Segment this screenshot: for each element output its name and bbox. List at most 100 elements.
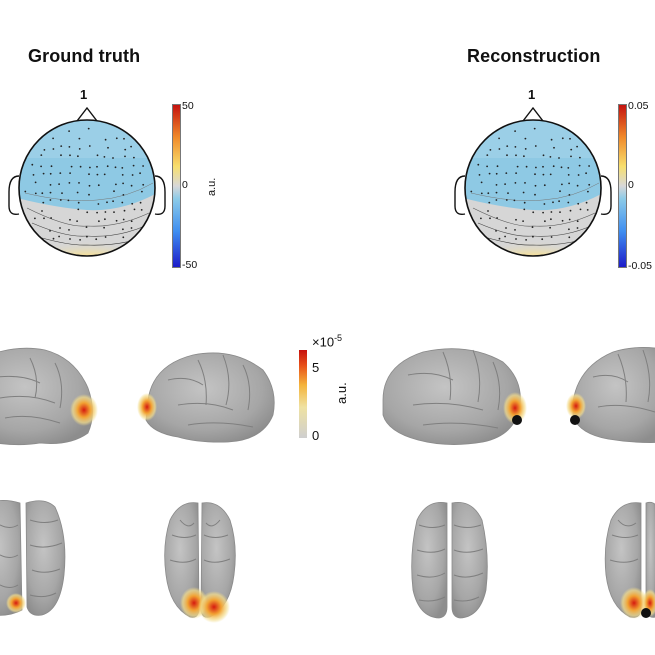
eeg-sensor-dot [140, 209, 143, 211]
eeg-sensor-dot [515, 154, 517, 157]
eeg-sensor-dot [130, 220, 133, 223]
eeg-sensor-dot [585, 201, 588, 204]
eeg-sensor-dot [579, 156, 581, 159]
eeg-sensor-dot [49, 191, 52, 194]
eeg-sensor-dot [570, 155, 572, 158]
eeg-sensor-dot [552, 165, 555, 168]
eeg-sensor-dot [78, 182, 80, 184]
eeg-sensor-dot [505, 199, 508, 201]
eeg-sensor-dot [505, 227, 507, 229]
eeg-sensor-dot [470, 190, 473, 193]
eeg-sensor-dot [77, 201, 80, 204]
eeg-sensor-dot [504, 183, 506, 185]
eeg-sensor-dot [130, 184, 133, 187]
eeg-sensor-dot [113, 211, 115, 213]
eeg-sensor-dot [52, 137, 54, 140]
eeg-sensor-dot [52, 148, 55, 150]
eeg-sensor-dot [76, 191, 79, 194]
eeg-sensor-dot [523, 201, 526, 204]
eeg-sensor-dot [542, 173, 545, 176]
eeg-sensor-dot [477, 163, 480, 166]
eeg-sensor-dot [104, 218, 106, 221]
eeg-sensor-dot [104, 211, 107, 213]
eeg-sensor-dot [524, 137, 527, 140]
eeg-sensor-dot [96, 154, 99, 157]
eeg-sensor-dot [34, 181, 37, 184]
eeg-sensor-dot [68, 182, 71, 184]
eeg-sensor-dot [79, 239, 81, 241]
eeg-sensor-dot [96, 173, 99, 176]
scalp-topomap-ground-truth [8, 106, 166, 257]
eeg-sensor-dot [495, 191, 498, 194]
eeg-sensor-dot [558, 200, 560, 203]
eeg-sensor-dot [123, 137, 125, 140]
eeg-sensor-dot [543, 184, 546, 187]
colorbar-mid-ground-truth: 0 [182, 179, 188, 191]
eeg-sensor-dot [495, 230, 497, 232]
eeg-sensor-dot [532, 211, 535, 214]
eeg-sensor-dot [34, 192, 37, 195]
colorbar-unit-ground-truth: a.u. [206, 177, 218, 196]
eeg-sensor-dot [59, 172, 62, 174]
cortex-lateral-left-reconstruction [382, 348, 527, 445]
scalp-topomap-reconstruction [454, 106, 612, 257]
eeg-sensor-dot [513, 199, 516, 202]
eeg-sensor-dot [514, 229, 516, 231]
eeg-sensor-dot [77, 155, 79, 158]
eeg-sensor-dot [579, 208, 582, 211]
eeg-sensor-dot [59, 199, 62, 201]
eeg-sensor-dot [550, 138, 553, 141]
eeg-sensor-dot [87, 127, 90, 130]
eeg-sensor-dot [558, 157, 560, 159]
eeg-sensor-dot [60, 145, 63, 147]
eeg-sensor-dot [49, 230, 51, 232]
eeg-sensor-dot [50, 217, 52, 219]
source-marker [641, 608, 651, 618]
eeg-sensor-dot [489, 149, 492, 151]
eeg-sensor-dot [122, 236, 125, 239]
eeg-sensor-dot [531, 226, 534, 228]
eeg-sensor-dot [514, 182, 517, 184]
eeg-sensor-dot [59, 227, 61, 229]
eeg-sensor-dot [561, 183, 563, 186]
eeg-sensor-dot [121, 174, 124, 176]
eeg-sensor-dot [88, 184, 91, 187]
eeg-sensor-dot [577, 202, 580, 205]
eeg-sensor-dot [496, 217, 498, 219]
eeg-sensor-dot [69, 218, 71, 221]
eeg-sensor-dot [549, 173, 552, 176]
eeg-sensor-dot [525, 239, 527, 241]
eeg-sensor-dot [131, 202, 134, 205]
eeg-sensor-dot [88, 145, 91, 147]
eeg-sensor-dot [68, 146, 71, 148]
eeg-sensor-dot [79, 165, 82, 168]
eeg-sensor-dot [123, 209, 126, 212]
eeg-sensor-dot [561, 219, 564, 222]
eeg-sensor-dot [559, 190, 561, 193]
eeg-sensor-dot [60, 154, 62, 157]
colorbar-mid-reconstruction: 0 [628, 179, 634, 191]
eeg-sensor-dot [142, 183, 145, 186]
eeg-sensor-dot [31, 163, 34, 166]
eeg-sensor-dot [480, 192, 483, 195]
eeg-sensor-dot [522, 220, 524, 222]
eeg-sensor-dot [515, 172, 517, 174]
eeg-sensor-dot [516, 165, 519, 168]
eeg-sensor-dot [115, 137, 118, 140]
eeg-sensor-dot [578, 164, 581, 167]
eeg-sensor-dot [40, 165, 42, 168]
eeg-sensor-dot [486, 165, 488, 168]
eeg-sensor-dot [550, 236, 553, 238]
eeg-sensor-dot [568, 218, 571, 221]
colorbar-cortex-max: 5 [312, 360, 320, 375]
eeg-sensor-dot [542, 154, 545, 157]
eeg-sensor-dot [106, 165, 109, 168]
eeg-sensor-dot [550, 211, 553, 213]
eeg-sensor-dot [524, 148, 527, 150]
eeg-sensor-dot [495, 172, 498, 175]
eeg-sensor-dot [121, 201, 124, 204]
eeg-sensor-dot [588, 165, 590, 167]
eeg-sensor-dot [122, 218, 125, 221]
eeg-sensor-dot [486, 154, 489, 156]
cortex-lateral-left-ground-truth [0, 347, 98, 446]
